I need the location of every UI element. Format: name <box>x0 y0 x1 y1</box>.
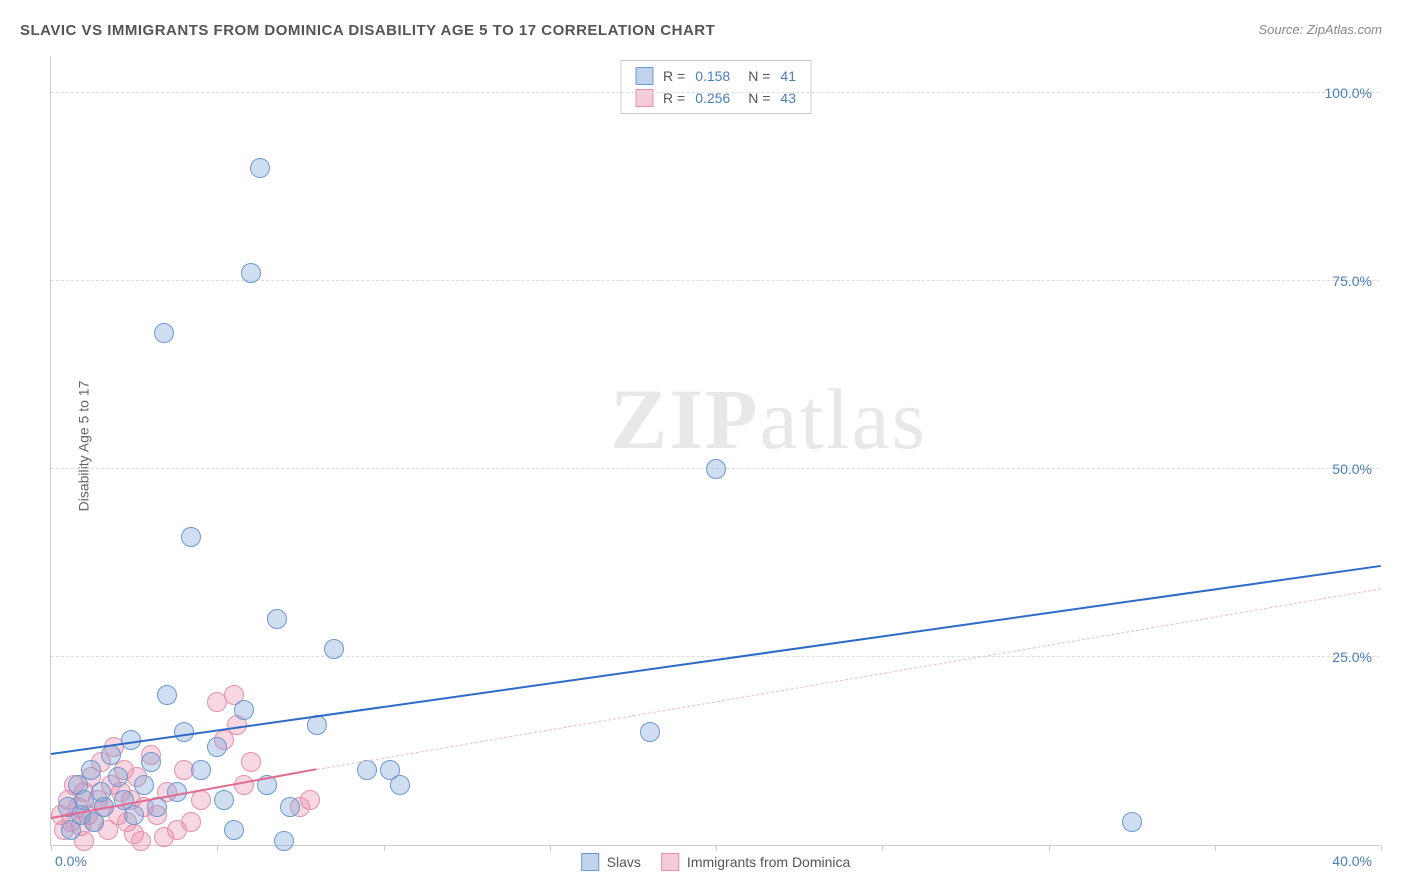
scatter-point <box>191 760 211 780</box>
scatter-point <box>224 820 244 840</box>
scatter-point <box>241 752 261 772</box>
watermark-bold: ZIP <box>610 371 759 467</box>
watermark-text: ZIPatlas <box>610 369 927 469</box>
trend-line <box>51 565 1381 755</box>
scatter-plot-area: ZIPatlas R =0.158N =41R =0.256N =43 Slav… <box>50 56 1380 846</box>
scatter-point <box>706 459 726 479</box>
scatter-point <box>157 685 177 705</box>
legend-item: Immigrants from Dominica <box>661 853 850 871</box>
scatter-point <box>1122 812 1142 832</box>
scatter-point <box>181 812 201 832</box>
scatter-point <box>267 609 287 629</box>
legend-n-label: N = <box>748 68 770 84</box>
legend-label: Immigrants from Dominica <box>687 854 850 870</box>
x-tick <box>882 845 883 851</box>
chart-title: SLAVIC VS IMMIGRANTS FROM DOMINICA DISAB… <box>20 22 715 39</box>
legend-swatch <box>661 853 679 871</box>
scatter-point <box>234 700 254 720</box>
y-tick-label: 25.0% <box>1332 649 1372 665</box>
source-attribution: Source: ZipAtlas.com <box>1258 22 1382 37</box>
scatter-point <box>108 767 128 787</box>
legend-swatch <box>581 853 599 871</box>
correlation-legend: R = 0.158 N = 41 R =0.256N =43 <box>620 60 811 114</box>
y-tick-label: 75.0% <box>1332 273 1372 289</box>
scatter-point <box>154 323 174 343</box>
scatter-point <box>154 827 174 847</box>
scatter-point <box>141 752 161 772</box>
scatter-point <box>207 737 227 757</box>
scatter-point <box>81 760 101 780</box>
scatter-point <box>191 790 211 810</box>
scatter-point <box>134 775 154 795</box>
scatter-point <box>280 797 300 817</box>
x-tick <box>1215 845 1216 851</box>
legend-swatch <box>635 67 653 85</box>
legend-row: R = 0.158 N = 41 <box>621 65 810 87</box>
gridline <box>51 656 1380 657</box>
scatter-point <box>101 745 121 765</box>
y-tick-label: 100.0% <box>1325 85 1372 101</box>
scatter-point <box>214 790 234 810</box>
x-tick <box>550 845 551 851</box>
scatter-point <box>324 639 344 659</box>
x-tick <box>51 845 52 851</box>
legend-r-value: 0.158 <box>695 68 730 84</box>
x-tick <box>1049 845 1050 851</box>
x-tick <box>217 845 218 851</box>
x-axis-max-label: 40.0% <box>1332 853 1372 869</box>
scatter-point <box>357 760 377 780</box>
legend-n-value: 41 <box>780 68 796 84</box>
scatter-point <box>300 790 320 810</box>
scatter-point <box>274 831 294 851</box>
legend-row: R =0.256N =43 <box>621 87 810 109</box>
legend-item: Slavs <box>581 853 641 871</box>
series-legend: Slavs Immigrants from Dominica <box>581 853 851 871</box>
x-axis-min-label: 0.0% <box>55 853 87 869</box>
scatter-point <box>241 263 261 283</box>
scatter-point <box>250 158 270 178</box>
scatter-point <box>390 775 410 795</box>
watermark-light: atlas <box>760 371 928 467</box>
trend-line <box>317 588 1381 770</box>
x-tick <box>1381 845 1382 851</box>
x-tick <box>384 845 385 851</box>
x-tick <box>716 845 717 851</box>
scatter-point <box>124 805 144 825</box>
scatter-point <box>181 527 201 547</box>
scatter-point <box>640 722 660 742</box>
gridline <box>51 92 1380 93</box>
y-tick-label: 50.0% <box>1332 461 1372 477</box>
legend-r-label: R = <box>663 68 685 84</box>
legend-label: Slavs <box>607 854 641 870</box>
scatter-point <box>131 831 151 851</box>
